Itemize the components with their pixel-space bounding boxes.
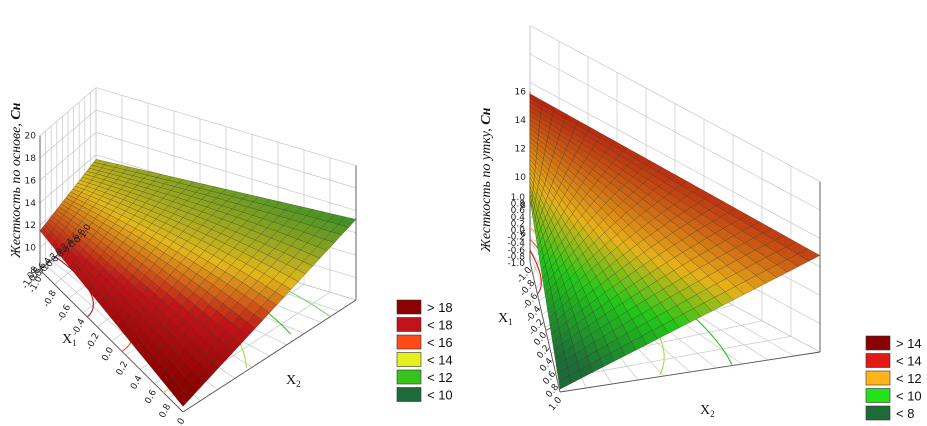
legend-label: < 14	[896, 354, 922, 369]
surface-cell	[529, 195, 532, 208]
surface-cell	[39, 227, 49, 239]
legend-swatch	[865, 388, 891, 403]
x1-tick-label: -0.4	[507, 239, 525, 249]
z-tick-label: 12	[515, 144, 526, 154]
x1-tick-label: 0.6	[511, 206, 526, 216]
z-tick-label: 8	[30, 266, 36, 276]
x1-tick-label: 1.0	[511, 193, 526, 203]
chart-left-surface	[39, 159, 357, 407]
chart-right-x2-axis-title: X2	[700, 403, 715, 419]
axis-line	[182, 299, 357, 413]
legend-label: < 8	[896, 406, 914, 421]
legend-swatch	[865, 405, 891, 421]
z-tick-label: 14	[25, 199, 37, 209]
x2-tick-label: -0.8	[42, 289, 59, 309]
x1-tick-label: 0.4	[511, 213, 526, 223]
legend-label: < 16	[427, 335, 453, 350]
axis-line	[39, 269, 184, 413]
x1-tick-label: 0.0	[511, 226, 526, 236]
legend-label: < 14	[427, 353, 453, 368]
z-tick-label: 18	[25, 154, 37, 164]
x2-tick-label: 0.8	[158, 402, 174, 420]
legend-label: < 12	[427, 370, 453, 385]
legend-label: < 10	[427, 388, 453, 403]
grid-line	[556, 336, 792, 380]
legend-swatch	[865, 353, 891, 368]
x2-tick-label: 0.4	[129, 374, 145, 392]
x2-tick-label: -0.4	[70, 317, 87, 337]
chart-left-x1-axis-title: X1	[62, 332, 77, 348]
x2-tick-label: 0.6	[143, 388, 159, 406]
x1-tick-label: 0.2	[511, 219, 525, 229]
z-tick-label: 10	[25, 244, 37, 254]
x2-tick-label: -0.6	[56, 303, 73, 323]
chart-right-legend: > 14 < 14 < 12 < 10 < 8	[865, 335, 922, 421]
x1-tick-label: -0.2	[507, 233, 525, 243]
x2-tick-label: 0.2	[115, 360, 131, 377]
z-tick-label: 14	[515, 116, 527, 126]
axis-line	[529, 261, 561, 393]
chart-right-weft-stiffness: 6 8 10 12 14 16 1.00.80.60.40.20.0-0.2-0.4-0.6…	[479, 25, 922, 421]
x2-tick-label: 0.0	[101, 345, 117, 363]
x1-tick-label: 0.8	[511, 200, 526, 210]
chart-right-x1-axis-title: X1	[498, 311, 513, 327]
legend-label: < 12	[896, 371, 922, 386]
legend-swatch	[396, 317, 422, 332]
x2-tick-label: 1.0	[172, 416, 188, 426]
legend-label: < 10	[896, 389, 922, 404]
z-tick-label: 10	[515, 173, 527, 183]
legend-swatch	[396, 387, 422, 402]
x1-tick-label: -0.8	[507, 252, 525, 262]
z-tick-label: 20	[25, 132, 37, 142]
legend-label: > 14	[896, 336, 922, 351]
z-tick-label: 8	[520, 201, 526, 211]
legend-swatch	[396, 352, 422, 367]
x1-tick-label: -1.0	[507, 259, 525, 269]
chart-left-x2-axis-title: X2	[286, 373, 301, 389]
z-tick-label: 16	[515, 88, 527, 98]
x2-tick-label: -0.2	[85, 332, 102, 352]
x1-tick-label: -0.6	[507, 246, 525, 256]
legend-swatch	[865, 370, 891, 386]
chart-left-warp-stiffness: 8 10 12 14 16 18 20 1.00.80.60.40.20.0-0.2-0.4-…	[9, 87, 453, 426]
z-tick-label: 6	[520, 230, 526, 240]
legend-swatch	[396, 369, 422, 385]
chart-right-ticks: 6 8 10 12 14 16 1.00.80.60.40.20.0-0.2-0.4-0.6…	[507, 88, 564, 413]
chart-left-legend: > 18 < 18 < 16 < 14 < 12 < 10	[396, 299, 453, 403]
chart-right-z-axis-title: Жесткость по утку, Сн	[479, 107, 494, 253]
chart-right-surface	[529, 93, 821, 390]
contour-line	[529, 250, 542, 295]
legend-swatch	[396, 299, 422, 315]
z-tick-label: 12	[25, 221, 36, 231]
chart-left-z-axis-title: Жесткость по основе, Сн	[9, 102, 24, 259]
axis-line	[559, 351, 821, 393]
legend-label: > 18	[427, 300, 453, 315]
legend-swatch	[396, 334, 422, 350]
legend-swatch	[865, 335, 891, 351]
z-tick-label: 16	[25, 176, 37, 186]
legend-label: < 18	[427, 318, 453, 333]
